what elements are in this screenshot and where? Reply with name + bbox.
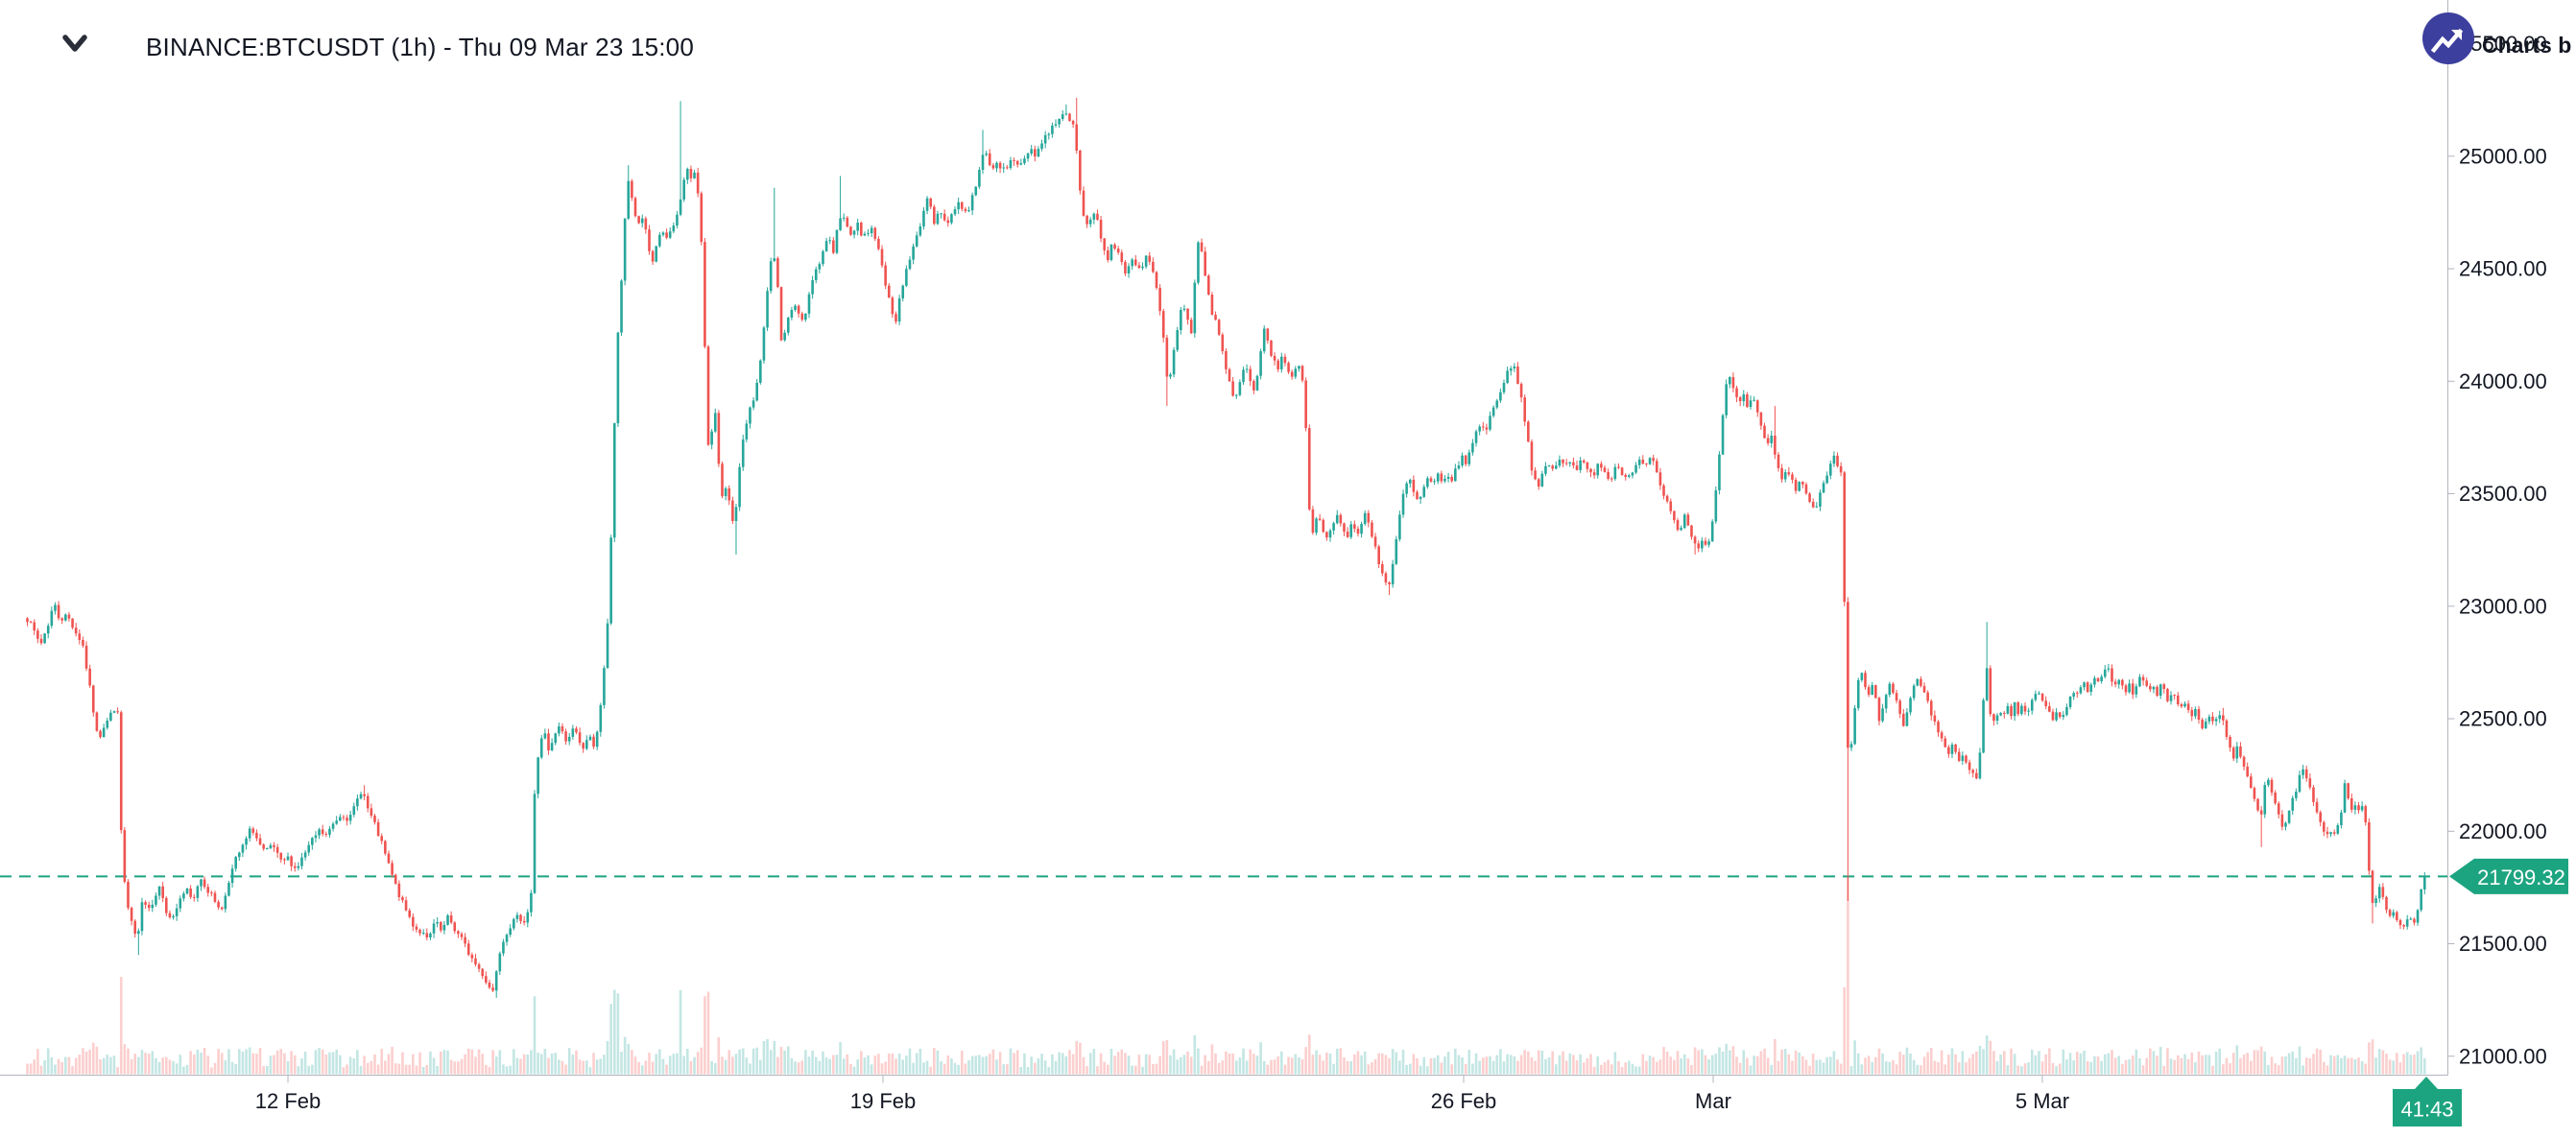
time-axis-label: 26 Feb	[1431, 1089, 1497, 1113]
time-axis-label: Mar	[1695, 1089, 1731, 1113]
charts-by-label[interactable]: Charts b	[2482, 33, 2572, 58]
price-axis-label: 23500.00	[2459, 482, 2547, 506]
price-axis-label: 24000.00	[2459, 369, 2547, 393]
price-scale[interactable]: 25500.0025000.0024500.0024000.0023500.00…	[2447, 0, 2547, 1076]
symbol-menu-button[interactable]	[56, 25, 96, 61]
trending-up-icon	[2422, 12, 2474, 64]
price-axis-label: 25000.00	[2459, 144, 2547, 168]
last-price-label: 21799.32	[2449, 858, 2568, 894]
price-axis-label: 22000.00	[2459, 819, 2547, 843]
time-axis-label: 12 Feb	[255, 1089, 322, 1113]
price-axis-label: 23000.00	[2459, 594, 2547, 618]
price-axis-label: 21000.00	[2459, 1044, 2547, 1068]
tradingview-logo[interactable]	[2420, 11, 2477, 66]
price-axis-label: 22500.00	[2459, 707, 2547, 731]
time-scale[interactable]: 12 Feb 19 Feb 26 Feb Mar 5 Mar	[0, 1075, 2448, 1114]
time-axis-label: 5 Mar	[2015, 1089, 2069, 1113]
bar-countdown-label: 41:43	[2393, 1077, 2462, 1126]
time-axis-label: 19 Feb	[850, 1089, 917, 1113]
candles-layer	[26, 97, 2426, 998]
chevron-down-icon	[62, 35, 87, 52]
svg-text:41:43: 41:43	[2400, 1098, 2453, 1122]
price-axis-label: 21500.00	[2459, 932, 2547, 956]
chart-title: BINANCE:BTCUSDT (1h) - Thu 09 Mar 23 15:…	[146, 33, 694, 61]
price-axis-label: 24500.00	[2459, 257, 2547, 281]
volume-layer	[26, 876, 2426, 1075]
svg-text:21799.32: 21799.32	[2477, 865, 2565, 889]
